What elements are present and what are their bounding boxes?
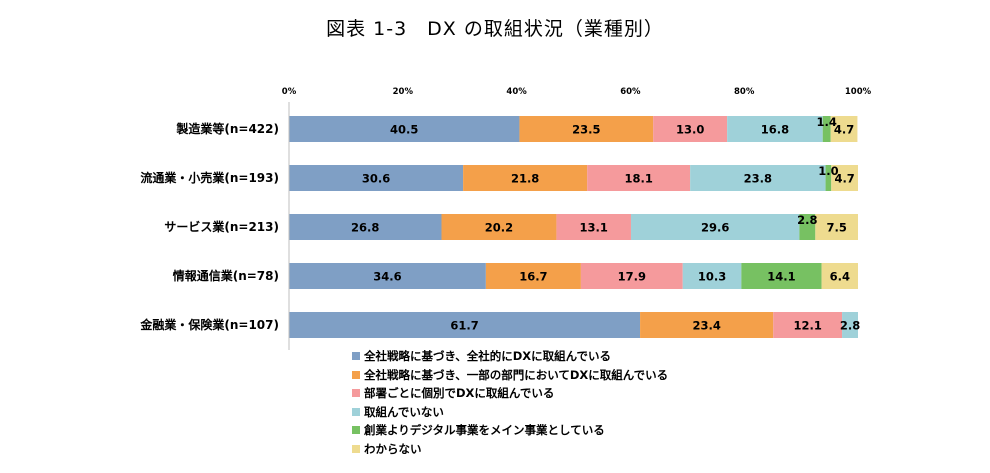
- bar-segment: [821, 263, 858, 289]
- legend-item: 全社戦略に基づき、全社的にDXに取組んでいる: [352, 347, 668, 366]
- x-tick-label: 60%: [620, 87, 641, 97]
- data-label: 30.6: [362, 172, 390, 186]
- x-tick-label: 20%: [393, 87, 414, 97]
- data-label: 61.7: [450, 319, 478, 333]
- bar-segment: [799, 214, 816, 240]
- data-label: 20.2: [485, 221, 513, 235]
- data-label: 13.0: [676, 123, 704, 137]
- category-labels: 製造業等(n=422) 流通業・小売業(n=193) サービス業(n=213) 情報通…: [139, 121, 279, 332]
- data-label: 4.7: [834, 123, 854, 137]
- data-label: 23.4: [692, 319, 720, 333]
- legend-swatch: [352, 407, 360, 416]
- bar-segment: [556, 214, 631, 240]
- data-label: 34.6: [373, 270, 401, 284]
- legend-label: 創業よりデジタル事業をメイン事業としている: [364, 423, 605, 437]
- bar-segment: [822, 116, 831, 142]
- bar-segment: [690, 165, 826, 191]
- legend-item: 部署ごとに個別でDXに取組んでいる: [352, 384, 668, 403]
- data-label: 23.8: [744, 172, 772, 186]
- bar-segment: [587, 165, 691, 191]
- bar-segment: [653, 116, 728, 142]
- bar-segment: [830, 116, 858, 142]
- legend-item: 創業よりデジタル事業をメイン事業としている: [352, 421, 668, 440]
- data-label: 18.1: [624, 172, 652, 186]
- data-label: 26.8: [351, 221, 379, 235]
- legend-label: 取組んでいない: [364, 404, 444, 419]
- data-label: 10.3: [698, 270, 726, 284]
- category-label: 製造業等(n=422): [175, 121, 279, 136]
- bar-segment: [727, 116, 823, 142]
- category-label: 金融業・保険業(n=107): [139, 317, 279, 332]
- bar-segment: [485, 263, 581, 289]
- data-label: 2.8: [840, 319, 860, 333]
- bar-segment: [441, 214, 557, 240]
- legend-item: 取組んでいない: [352, 403, 668, 422]
- x-tick-label: 0%: [282, 87, 297, 97]
- legend-label: わからない: [364, 441, 422, 456]
- category-label: 流通業・小売業(n=193): [140, 170, 279, 185]
- x-tick-label: 80%: [734, 87, 755, 97]
- legend-label: 部署ごとに個別でDXに取組んでいる: [364, 386, 555, 400]
- data-label: 17.9: [618, 270, 646, 284]
- x-tick-label: 40%: [506, 87, 527, 97]
- legend-swatch: [352, 370, 360, 379]
- bar-segment: [640, 312, 774, 338]
- bar-segment: [289, 165, 464, 191]
- x-axis-ticks: 0% 20% 40% 60% 80% 100%: [282, 87, 872, 97]
- bar-segment: [289, 214, 442, 240]
- data-label: 6.4: [830, 270, 850, 284]
- data-label: 16.7: [519, 270, 547, 284]
- legend-swatch: [352, 389, 360, 398]
- data-label: 16.8: [761, 123, 789, 137]
- bar-segment: [289, 312, 641, 338]
- bar-segment: [630, 214, 800, 240]
- data-label: 21.8: [511, 172, 539, 186]
- legend-swatch: [352, 352, 360, 361]
- bar-segment: [463, 165, 588, 191]
- category-label: 情報通信業(n=78): [173, 268, 279, 283]
- legend-swatch: [352, 426, 360, 435]
- bar-segment: [815, 214, 858, 240]
- legend-item: わからない: [352, 440, 668, 459]
- bar-segment: [580, 263, 683, 289]
- data-label: 23.5: [572, 123, 600, 137]
- bars: 40.5 23.5 13.0 16.81.44.730.6 21.8 18.1 23.81.…: [289, 115, 860, 338]
- legend-swatch: [352, 444, 360, 453]
- bar-segment: [682, 263, 742, 289]
- bar-segment: [289, 263, 486, 289]
- bar-segment: [741, 263, 822, 289]
- data-label: 4.7: [834, 172, 854, 186]
- chart-title: 図表 1-3 DX の取組状況（業種別）: [326, 18, 664, 40]
- category-label: サービス業(n=213): [164, 219, 279, 234]
- data-label: 13.1: [580, 221, 608, 235]
- data-label: 7.5: [826, 221, 846, 235]
- data-label: 1.0: [818, 164, 838, 178]
- data-label: 1.4: [817, 115, 837, 129]
- data-label: 12.1: [793, 319, 821, 333]
- bar-segment: [825, 165, 832, 191]
- data-label: 29.6: [701, 221, 729, 235]
- legend-label: 全社戦略に基づき、全社的にDXに取組んでいる: [364, 349, 612, 363]
- legend-item: 全社戦略に基づき、一部の部門においてDXに取組んでいる: [352, 366, 668, 385]
- data-label: 2.8: [797, 213, 817, 227]
- bar-segment: [842, 312, 858, 338]
- bar-segment: [831, 165, 858, 191]
- data-label: 40.5: [390, 123, 418, 137]
- data-label: 14.1: [767, 270, 795, 284]
- bar-segment: [289, 116, 520, 142]
- legend-label: 全社戦略に基づき、一部の部門においてDXに取組んでいる: [364, 367, 669, 382]
- x-tick-label: 100%: [845, 87, 872, 97]
- bar-segment: [519, 116, 654, 142]
- bar-segment: [773, 312, 843, 338]
- legend: 全社戦略に基づき、全社的にDXに取組んでいる全社戦略に基づき、一部の部門において…: [352, 347, 668, 458]
